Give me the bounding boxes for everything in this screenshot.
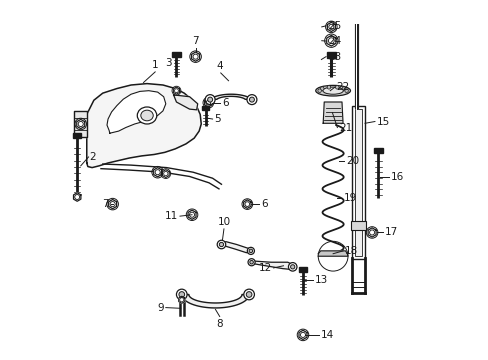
Polygon shape xyxy=(323,102,343,123)
Bar xyxy=(298,267,306,272)
Circle shape xyxy=(217,240,225,249)
Polygon shape xyxy=(182,294,248,308)
Circle shape xyxy=(317,89,321,93)
Polygon shape xyxy=(243,200,250,208)
Polygon shape xyxy=(326,22,335,31)
Circle shape xyxy=(244,289,254,300)
Polygon shape xyxy=(210,94,251,100)
Ellipse shape xyxy=(315,85,350,96)
Bar xyxy=(373,148,382,153)
Text: 6: 6 xyxy=(222,98,228,108)
Bar xyxy=(354,109,362,256)
Circle shape xyxy=(290,265,294,269)
Text: 10: 10 xyxy=(217,217,230,227)
Circle shape xyxy=(249,97,254,102)
Polygon shape xyxy=(73,193,81,201)
Text: 15: 15 xyxy=(376,117,389,126)
Circle shape xyxy=(247,259,255,266)
Circle shape xyxy=(246,95,256,104)
Ellipse shape xyxy=(141,110,153,121)
Polygon shape xyxy=(108,199,117,209)
Text: 4: 4 xyxy=(216,61,223,71)
Text: 19: 19 xyxy=(343,193,356,203)
Polygon shape xyxy=(326,35,335,46)
Text: 14: 14 xyxy=(320,330,333,340)
Polygon shape xyxy=(298,330,306,339)
Text: 18: 18 xyxy=(344,246,357,256)
Text: 16: 16 xyxy=(390,172,403,182)
Text: 11: 11 xyxy=(164,211,178,221)
Circle shape xyxy=(248,249,252,253)
Circle shape xyxy=(205,95,215,104)
Circle shape xyxy=(326,86,330,89)
Polygon shape xyxy=(74,111,86,137)
Polygon shape xyxy=(204,99,212,107)
Circle shape xyxy=(335,86,338,89)
Text: 13: 13 xyxy=(314,275,327,285)
Text: 12: 12 xyxy=(258,263,272,273)
Text: 17: 17 xyxy=(385,228,398,238)
Circle shape xyxy=(207,97,212,102)
Polygon shape xyxy=(191,52,199,61)
Circle shape xyxy=(320,87,324,90)
Text: 21: 21 xyxy=(339,122,352,132)
Polygon shape xyxy=(367,228,375,237)
Circle shape xyxy=(219,242,223,247)
Polygon shape xyxy=(173,87,179,94)
Polygon shape xyxy=(173,95,197,110)
Text: 9: 9 xyxy=(157,303,163,312)
Text: 7: 7 xyxy=(192,36,199,46)
Bar xyxy=(326,53,335,58)
Circle shape xyxy=(179,292,184,297)
Text: 5: 5 xyxy=(214,114,221,124)
Bar xyxy=(73,132,81,138)
Circle shape xyxy=(246,292,251,297)
Text: 24: 24 xyxy=(327,36,340,46)
Text: 25: 25 xyxy=(327,21,340,31)
Circle shape xyxy=(176,289,187,300)
Polygon shape xyxy=(318,251,347,256)
Polygon shape xyxy=(153,168,162,177)
Circle shape xyxy=(342,87,345,90)
Text: 3: 3 xyxy=(165,58,171,68)
Polygon shape xyxy=(86,84,201,168)
Text: 1: 1 xyxy=(152,60,158,70)
Ellipse shape xyxy=(322,87,343,94)
Circle shape xyxy=(247,247,254,255)
Text: 23: 23 xyxy=(327,51,340,62)
Polygon shape xyxy=(107,91,165,133)
Bar xyxy=(172,53,181,57)
Polygon shape xyxy=(77,120,84,129)
Text: 6: 6 xyxy=(261,199,267,209)
Bar xyxy=(201,105,209,110)
Circle shape xyxy=(344,89,347,93)
Polygon shape xyxy=(162,170,169,177)
Polygon shape xyxy=(188,210,196,219)
Circle shape xyxy=(288,262,296,271)
Text: 2: 2 xyxy=(89,152,96,162)
Polygon shape xyxy=(178,296,184,303)
Bar xyxy=(351,106,364,259)
Text: 22: 22 xyxy=(336,82,349,92)
Text: 20: 20 xyxy=(346,156,359,166)
Text: 8: 8 xyxy=(216,319,223,329)
Polygon shape xyxy=(219,242,252,253)
Bar xyxy=(350,221,366,230)
Text: 7: 7 xyxy=(102,199,109,209)
Circle shape xyxy=(249,260,253,264)
Polygon shape xyxy=(250,261,293,269)
Ellipse shape xyxy=(137,107,157,124)
